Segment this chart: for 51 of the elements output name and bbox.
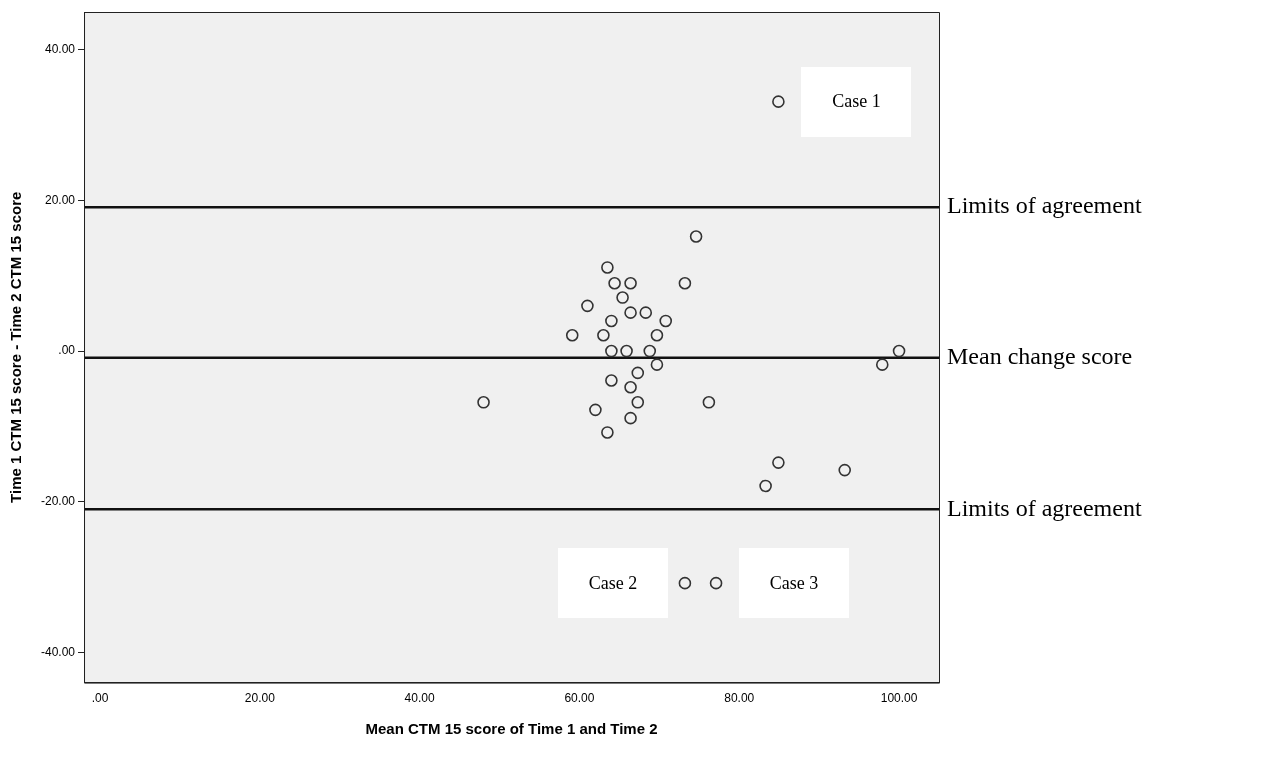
- point: [659, 314, 673, 328]
- point: [597, 328, 610, 342]
- y-tick-label: -20.00: [40, 494, 76, 509]
- point: [772, 95, 785, 108]
- ref-line-label: Mean change score: [947, 343, 1133, 370]
- y-tick-label: 40.00: [44, 41, 76, 56]
- point: [605, 344, 618, 358]
- point: [565, 328, 579, 342]
- point: [477, 396, 490, 409]
- point: [589, 403, 602, 417]
- point: [689, 230, 703, 243]
- point: [605, 314, 618, 328]
- x-tick-label: 40.00: [404, 691, 435, 706]
- ref-line-label: Limits of agreement: [947, 494, 1142, 521]
- y-tick-label: 20.00: [44, 192, 76, 207]
- point: [624, 306, 637, 319]
- point: [624, 380, 637, 394]
- point: [624, 276, 637, 290]
- point: [759, 479, 772, 493]
- x-tick-label: .00: [91, 691, 109, 706]
- point: [772, 456, 785, 469]
- point: [875, 358, 889, 371]
- point: [639, 306, 653, 319]
- y-axis-title: Time 1 CTM 15 score - Time 2 CTM 15 score: [7, 191, 25, 503]
- point: [601, 426, 614, 439]
- x-tick-label: 20.00: [244, 691, 276, 706]
- point: [678, 276, 692, 290]
- x-tick-label: 100.00: [880, 691, 918, 706]
- point: [678, 576, 692, 590]
- point: [608, 276, 621, 290]
- point: [643, 344, 657, 358]
- x-tick-label: 80.00: [724, 691, 755, 706]
- point: [702, 396, 716, 409]
- point: [605, 374, 618, 387]
- point: [650, 358, 664, 371]
- point: [709, 576, 723, 590]
- y-tick-label: -40.00: [40, 644, 76, 659]
- x-axis-title: Mean CTM 15 score of Time 1 and Time 2: [365, 720, 658, 738]
- point: [631, 366, 645, 380]
- ref-line-label: Limits of agreement: [947, 192, 1142, 219]
- point: [620, 344, 633, 358]
- point: [892, 344, 906, 358]
- point: [616, 291, 629, 304]
- point: [838, 463, 852, 477]
- point: [650, 328, 664, 342]
- point: [581, 299, 594, 313]
- point: [601, 261, 614, 274]
- point: [631, 396, 645, 409]
- point: [624, 411, 637, 425]
- x-tick-label: 60.00: [564, 691, 595, 706]
- y-tick-label: .00: [58, 343, 76, 358]
